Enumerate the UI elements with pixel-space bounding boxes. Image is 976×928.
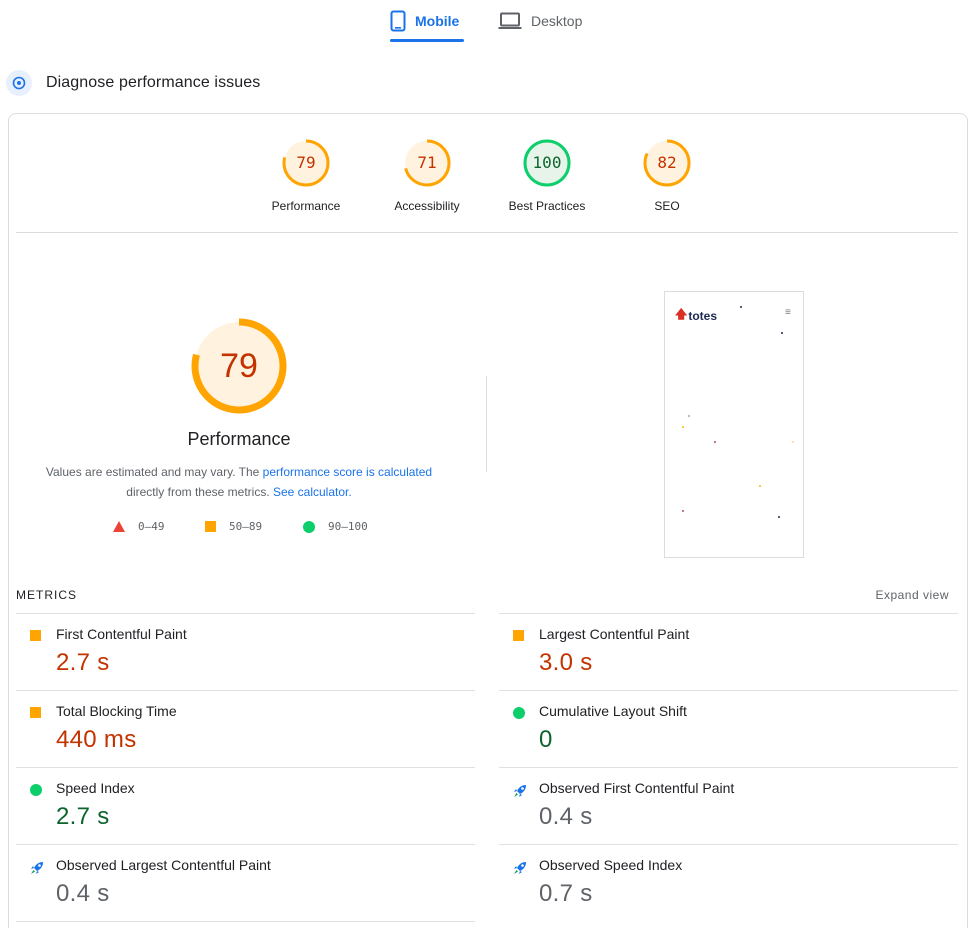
metric-label: Observed Largest Contentful Paint [56, 857, 271, 873]
metric-value: 3.0 s [539, 649, 593, 676]
legend-pass-label: 90–100 [328, 520, 368, 533]
metric-label: Observed Speed Index [539, 857, 683, 873]
metric-value: 0.4 s [539, 803, 593, 830]
square-icon [30, 630, 41, 641]
metric-observed-lcp: Observed Largest Contentful Paint 0.4 s [16, 844, 475, 921]
gauge-score: 82 [657, 153, 677, 172]
speck [682, 426, 684, 428]
rocket-icon [514, 862, 526, 874]
speed-gauge-icon [6, 70, 32, 96]
circle-icon [30, 784, 42, 796]
tab-desktop[interactable]: Desktop [498, 0, 598, 42]
tab-desktop-label: Desktop [531, 13, 583, 29]
metric-value: 0.4 s [56, 880, 110, 907]
metric-value: 440 ms [56, 726, 137, 753]
gauge-score: 71 [417, 153, 437, 172]
square-icon [205, 521, 216, 532]
hamburger-menu-icon: ≡ [785, 307, 791, 318]
section-title: Diagnose performance issues [46, 74, 261, 91]
device-tabs: Mobile Desktop [0, 0, 976, 44]
legend-fail-label: 0–49 [138, 520, 165, 533]
gauge-seo[interactable]: 82 SEO [607, 138, 727, 213]
metric-label: Largest Contentful Paint [539, 626, 690, 642]
site-logo: 🡅 totes [675, 305, 717, 326]
metric-lcp: Largest Contentful Paint 3.0 s [499, 613, 958, 690]
triangle-icon [113, 521, 125, 532]
divider [16, 232, 958, 233]
gauge-best-practices[interactable]: 100 Best Practices [487, 138, 607, 213]
active-tab-indicator [390, 39, 464, 42]
metric-tbt: Total Blocking Time 440 ms [16, 690, 475, 767]
legend-fail: 0–49 [113, 520, 165, 533]
metric-value: 0.7 s [539, 880, 593, 907]
section-header: Diagnose performance issues [6, 70, 260, 96]
arrow-up-icon: 🡅 [675, 307, 688, 321]
gauge-score: 100 [532, 153, 562, 172]
speck [682, 510, 684, 512]
metric-observed-speed-index: Observed Speed Index 0.7 s [499, 844, 958, 921]
gauge-label: SEO [654, 199, 680, 213]
score-calculated-link[interactable]: performance score is calculated [262, 465, 433, 479]
metric-bottom-border [16, 921, 475, 922]
metric-label: Speed Index [56, 780, 135, 796]
gauge-accessibility[interactable]: 71 Accessibility [367, 138, 487, 213]
performance-description: Values are estimated and may vary. The p… [20, 462, 458, 502]
speck [781, 332, 783, 334]
metric-label: Cumulative Layout Shift [539, 703, 687, 719]
square-icon [513, 630, 524, 641]
performance-title: Performance [187, 429, 291, 449]
speck [714, 441, 716, 443]
metric-label: Observed First Contentful Paint [539, 780, 735, 796]
rocket-icon [31, 862, 43, 874]
see-calculator-link[interactable]: See calculator. [272, 485, 352, 499]
tab-mobile-label: Mobile [415, 13, 460, 29]
gauge-score: 79 [296, 153, 316, 172]
metric-cls: Cumulative Layout Shift 0 [499, 690, 958, 767]
smartphone-icon [390, 10, 406, 32]
gauge-performance[interactable]: 79 Performance [246, 138, 366, 213]
speck [792, 441, 794, 443]
score-legend: 0–49 50–89 90–100 [0, 520, 478, 536]
site-logo-text: totes [688, 308, 718, 323]
square-icon [30, 707, 41, 718]
description-text: Values are estimated and may vary. The [45, 465, 263, 479]
speck [759, 485, 761, 487]
vertical-divider [486, 376, 487, 472]
metric-fcp: First Contentful Paint 2.7 s [16, 613, 475, 690]
speck [688, 415, 690, 417]
laptop-icon [498, 12, 522, 29]
metric-label: First Contentful Paint [56, 626, 187, 642]
legend-pass: 90–100 [303, 520, 368, 533]
metric-observed-fcp: Observed First Contentful Paint 0.4 s [499, 767, 958, 844]
performance-score: 79 [220, 347, 258, 385]
metric-label: Total Blocking Time [56, 703, 177, 719]
tab-mobile[interactable]: Mobile [390, 0, 464, 42]
speck [778, 516, 780, 518]
legend-average-label: 50–89 [229, 520, 263, 533]
expand-view-button[interactable]: Expand view [875, 588, 949, 602]
gauge-label: Best Practices [508, 199, 586, 213]
metric-speed-index: Speed Index 2.7 s [16, 767, 475, 844]
circle-icon [513, 707, 525, 719]
gauge-label: Accessibility [394, 199, 460, 213]
performance-gauge-large: 79 [190, 317, 288, 415]
circle-icon [303, 520, 315, 533]
metric-value: 2.7 s [56, 649, 110, 676]
metric-value: 2.7 s [56, 803, 110, 830]
description-text: directly from these metrics. [126, 485, 273, 499]
metric-value: 0 [539, 726, 553, 753]
report-card [8, 113, 968, 928]
page-screenshot[interactable]: 🡅 totes ≡ [664, 291, 804, 558]
metrics-title: METRICS [16, 588, 77, 602]
legend-average: 50–89 [205, 520, 262, 533]
rocket-icon [514, 785, 526, 797]
gauge-label: Performance [271, 199, 341, 213]
speck [740, 306, 742, 308]
